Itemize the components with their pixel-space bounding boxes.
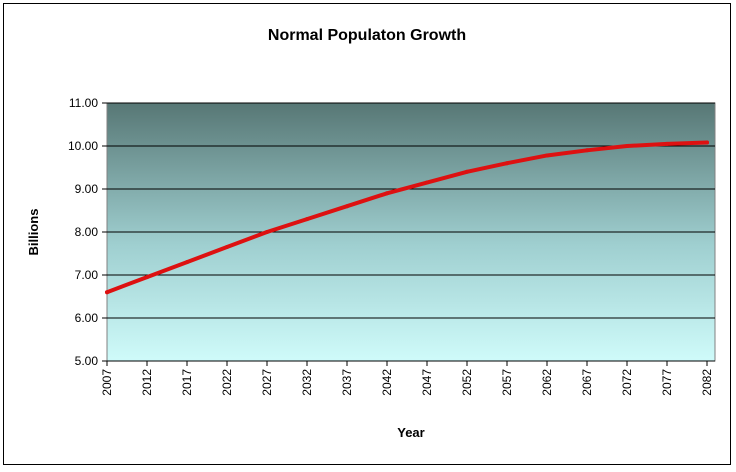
- data-point: [385, 191, 389, 196]
- x-tick-label: 2022: [220, 369, 234, 396]
- chart-title: Normal Populaton Growth: [268, 27, 466, 44]
- y-tick-label: 9.00: [75, 182, 99, 196]
- data-point: [425, 180, 429, 185]
- y-tick-label: 8.00: [75, 225, 99, 239]
- x-tick-label: 2027: [260, 369, 274, 396]
- data-point: [345, 204, 349, 209]
- x-tick-label: 2057: [500, 369, 514, 396]
- data-point: [505, 161, 509, 166]
- data-point: [305, 217, 309, 222]
- series-line: [105, 140, 709, 295]
- x-tick-label: 2037: [340, 369, 354, 396]
- x-tick-label: 2042: [380, 369, 394, 396]
- data-point: [465, 169, 469, 174]
- x-tick-label: 2067: [580, 369, 594, 396]
- y-tick-label: 7.00: [75, 268, 99, 282]
- data-point: [705, 140, 709, 145]
- data-point: [105, 290, 109, 295]
- x-tick-label: 2072: [620, 369, 634, 396]
- x-tick-label: 2032: [300, 369, 314, 396]
- y-tick-label: 11.00: [69, 96, 98, 110]
- x-tick-label: 2082: [700, 369, 714, 396]
- x-tick-label: 2047: [420, 369, 434, 396]
- x-tick-label: 2052: [460, 369, 474, 396]
- x-axis-title: Year: [397, 425, 424, 440]
- data-point: [665, 141, 669, 146]
- data-point: [225, 245, 229, 250]
- y-axis-title: Billions: [26, 209, 41, 256]
- data-point: [585, 148, 589, 153]
- data-point: [545, 153, 549, 158]
- y-tick-label: 5.00: [75, 354, 99, 368]
- y-tick-label: 6.00: [75, 311, 99, 325]
- x-tick-label: 2012: [140, 369, 154, 396]
- x-tick-label: 2062: [540, 369, 554, 396]
- data-point: [625, 144, 629, 148]
- x-tick-label: 2017: [180, 369, 194, 396]
- data-point: [145, 275, 149, 280]
- x-tick-label: 2007: [100, 369, 114, 396]
- x-tick-label: 2077: [660, 369, 674, 396]
- y-tick-label: 10.00: [68, 139, 98, 153]
- data-point: [185, 260, 189, 265]
- data-point: [265, 230, 269, 234]
